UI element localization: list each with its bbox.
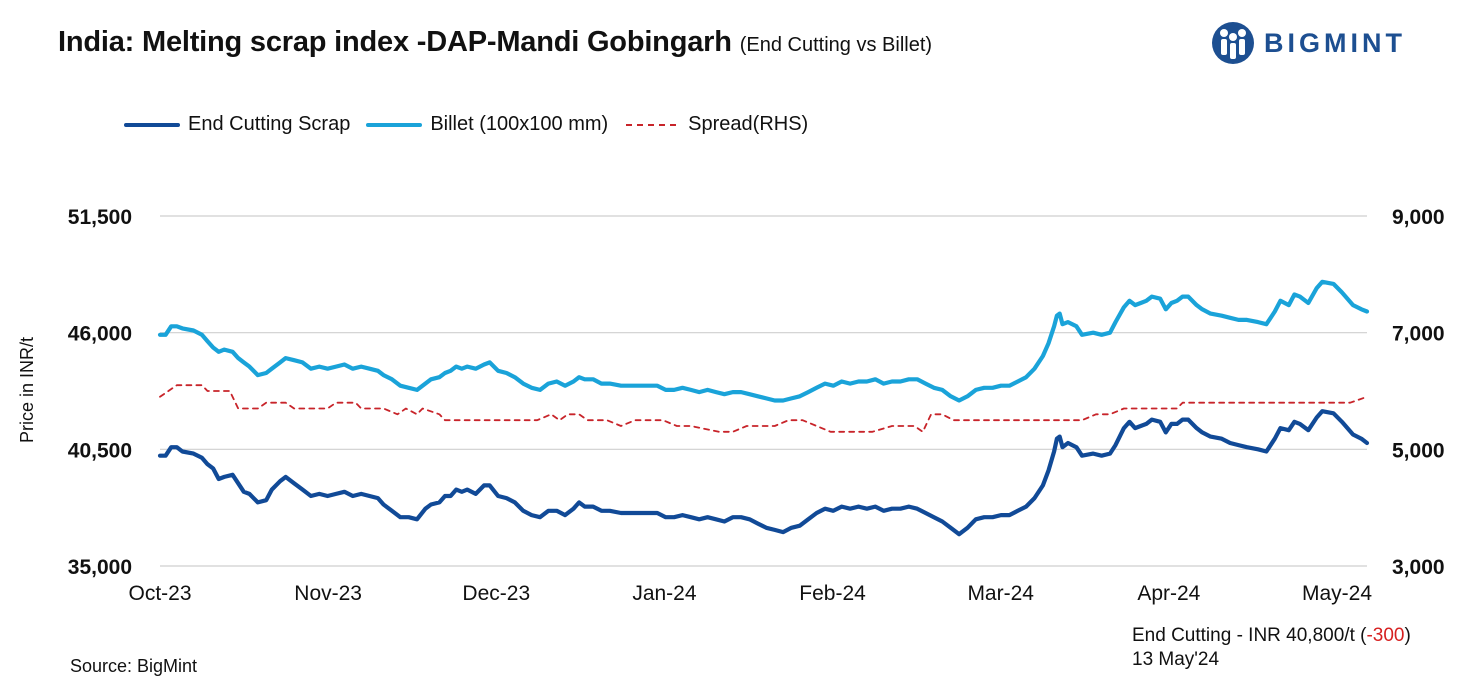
x-tick-label: Mar-24 bbox=[967, 582, 1034, 605]
price-change: -300 bbox=[1366, 625, 1405, 646]
legend-swatch-scrap bbox=[124, 122, 180, 127]
legend-swatch-spread bbox=[626, 123, 679, 126]
x-tick-label: Nov-23 bbox=[294, 582, 362, 605]
brand-name: BIGMINT bbox=[1264, 27, 1406, 58]
source-note: Source: BigMint bbox=[70, 656, 198, 676]
y-axis-label: Price in INR/t bbox=[17, 337, 37, 443]
y-tick-label: 35,000 bbox=[68, 556, 132, 579]
legend-label-billet: Billet (100x100 mm) bbox=[430, 113, 609, 135]
y2-tick-label: 9,000 bbox=[1392, 206, 1445, 229]
y2-tick-label: 3,000 bbox=[1392, 556, 1445, 579]
legend-label-scrap: End Cutting Scrap bbox=[188, 113, 351, 135]
series-line-billet bbox=[157, 279, 1370, 403]
chart-title-block: India: Melting scrap index -DAP-Mandi Go… bbox=[58, 26, 932, 59]
y-tick-label: 46,000 bbox=[68, 323, 132, 346]
bigmint-emblem-icon bbox=[1212, 22, 1254, 64]
x-tick-label: May-24 bbox=[1302, 582, 1372, 605]
x-tick-label: Jan-24 bbox=[632, 582, 697, 605]
legend: End Cutting Scrap Billet (100x100 mm) Sp… bbox=[124, 113, 824, 136]
latest-price-date: 13 May'24 bbox=[1132, 649, 1220, 670]
x-tick-label: Dec-23 bbox=[462, 582, 530, 605]
latest-price-note: End Cutting - INR 40,800/t (-300) 13 May… bbox=[1132, 624, 1411, 672]
brand-logo: BIGMINT bbox=[1210, 20, 1406, 66]
x-tick-label: Feb-24 bbox=[799, 582, 866, 605]
latest-price-prefix: End Cutting - INR 40,800/t ( bbox=[1132, 625, 1367, 646]
legend-swatch-billet bbox=[366, 122, 423, 127]
legend-label-spread: Spread(RHS) bbox=[688, 113, 809, 135]
chart-title: India: Melting scrap index -DAP-Mandi Go… bbox=[58, 26, 732, 58]
latest-price-line: End Cutting - INR 40,800/t (-300) bbox=[1132, 624, 1411, 648]
x-tick-label: Oct-23 bbox=[128, 582, 191, 605]
y2-tick-label: 7,000 bbox=[1392, 323, 1445, 346]
legend-item-billet: Billet (100x100 mm) bbox=[366, 113, 608, 136]
chart-subtitle: (End Cutting vs Billet) bbox=[739, 34, 933, 56]
y-tick-label: 51,500 bbox=[68, 206, 132, 229]
latest-price-suffix: ) bbox=[1404, 625, 1411, 646]
x-tick-label: Apr-24 bbox=[1137, 582, 1200, 605]
y-tick-label: 40,500 bbox=[68, 439, 132, 462]
legend-item-scrap: End Cutting Scrap bbox=[124, 113, 350, 136]
y2-tick-label: 5,000 bbox=[1392, 439, 1445, 462]
series-line-spread bbox=[159, 384, 1368, 433]
series-line-end-cutting-scrap bbox=[157, 409, 1370, 537]
legend-item-spread: Spread(RHS) bbox=[624, 113, 808, 136]
